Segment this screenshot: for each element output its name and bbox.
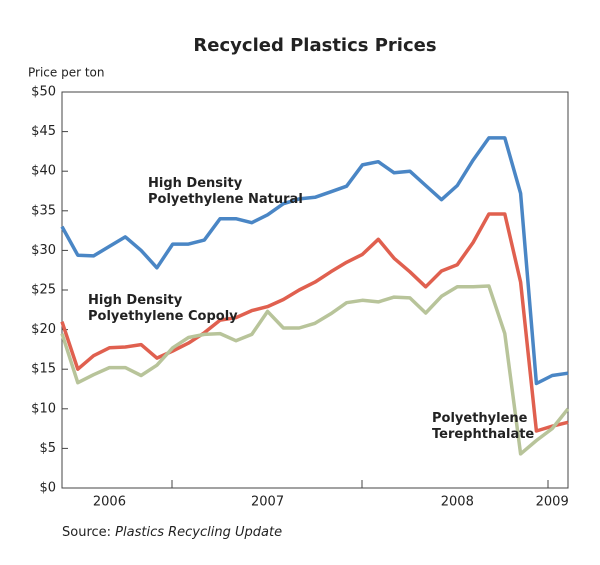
- y-tick-label: $40: [31, 164, 56, 179]
- x-tick-label: 2009: [536, 495, 569, 510]
- x-tick-label: 2008: [441, 495, 474, 510]
- y-tick-label: $35: [31, 203, 56, 218]
- y-axis-label: Price per ton: [28, 66, 105, 80]
- y-tick-label: $10: [31, 401, 56, 416]
- y-tick-label: $45: [31, 124, 56, 139]
- y-tick-label: $50: [31, 85, 56, 100]
- y-tick-label: $15: [31, 362, 56, 377]
- series-line: [60, 136, 569, 386]
- y-tick-label: $30: [31, 243, 56, 258]
- source: Source: Plastics Recycling Update: [62, 525, 282, 540]
- source-prefix: Source:: [62, 525, 111, 540]
- y-tick-label: $20: [31, 322, 56, 337]
- source-name: Plastics Recycling Update: [115, 525, 282, 540]
- series-label: High Density Polyethylene Natural: [148, 176, 303, 207]
- chart-title: Recycled Plastics Prices: [193, 35, 436, 56]
- y-tick-label: $5: [39, 441, 56, 456]
- series-line: [60, 284, 570, 456]
- series-label: Polyethylene Terephthalate: [432, 411, 535, 442]
- x-tick-label: 2007: [251, 495, 284, 510]
- series-line: [60, 212, 569, 433]
- x-tick-label: 2006: [93, 495, 126, 510]
- series-label: High Density Polyethylene Copoly: [88, 293, 238, 324]
- y-tick-label: $25: [31, 283, 56, 298]
- y-tick-label: $0: [39, 481, 56, 496]
